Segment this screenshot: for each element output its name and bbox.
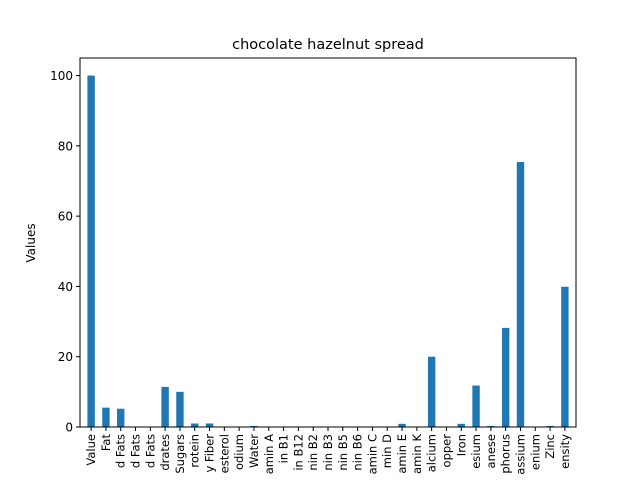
y-tick-label: 0 xyxy=(65,421,73,435)
x-ticks-group: Value Fat d Fats d Fats d Fats drates Sugars ro… xyxy=(84,427,572,475)
x-tick-label: assium xyxy=(513,434,527,475)
x-tick-label: amin C xyxy=(365,434,379,474)
bars-group xyxy=(87,75,569,427)
x-tick-label: in B1 xyxy=(277,434,291,463)
bar xyxy=(487,425,495,427)
bar xyxy=(117,408,125,427)
x-tick-label: d Fats xyxy=(129,434,143,468)
x-tick-label: rotein xyxy=(188,434,202,468)
bar xyxy=(561,286,569,427)
x-tick-label: anese xyxy=(484,434,498,468)
x-tick-label: in B12 xyxy=(291,434,305,471)
y-axis-label: Values xyxy=(24,223,38,262)
bar xyxy=(176,391,184,427)
bar xyxy=(191,423,199,427)
bar xyxy=(102,407,110,427)
x-tick-label: Fat xyxy=(99,434,113,452)
x-tick-label: Value xyxy=(84,434,98,466)
x-tick-label: d Fats xyxy=(143,434,157,468)
y-tick-label: 60 xyxy=(58,210,73,224)
x-tick-label: Iron xyxy=(454,434,468,456)
x-tick-label: amin K xyxy=(410,434,424,474)
x-tick-label: nin B5 xyxy=(336,434,350,471)
x-tick-label: ensity xyxy=(558,434,572,469)
bar xyxy=(398,423,406,427)
bar xyxy=(427,356,436,427)
x-tick-label: min D xyxy=(380,434,394,468)
bar xyxy=(501,327,510,427)
x-tick-label: nin B2 xyxy=(306,434,320,471)
y-tick-label: 40 xyxy=(58,280,73,294)
bar xyxy=(472,385,480,427)
x-tick-label: esterol xyxy=(217,434,231,473)
x-tick-label: Zinc xyxy=(543,434,557,459)
y-tick-label: 100 xyxy=(50,69,73,83)
x-tick-label: phorus xyxy=(499,434,513,474)
x-tick-label: amin A xyxy=(262,434,276,474)
bar xyxy=(250,425,258,427)
bar xyxy=(516,162,525,427)
x-tick-label: nin B6 xyxy=(351,434,365,471)
x-tick-label: d Fats xyxy=(114,434,128,468)
x-tick-label: Sugars xyxy=(173,434,187,474)
chart-title: chocolate hazelnut spread xyxy=(232,37,424,53)
x-tick-label: enium xyxy=(528,434,542,470)
x-tick-label: odium xyxy=(232,434,246,470)
x-tick-label: opper xyxy=(439,434,453,468)
x-tick-label: Water xyxy=(247,434,261,468)
bar xyxy=(457,423,465,427)
x-tick-label: y Fiber xyxy=(203,434,217,473)
x-tick-label: alcium xyxy=(425,434,439,472)
y-ticks-group: 0 20 40 60 80 100 xyxy=(50,69,80,435)
y-tick-label: 20 xyxy=(58,350,73,364)
x-tick-label: amin E xyxy=(395,434,409,474)
x-tick-label: drates xyxy=(158,434,172,471)
bar xyxy=(161,386,169,427)
bar xyxy=(87,75,95,427)
bar xyxy=(546,425,554,427)
bar xyxy=(205,423,214,427)
x-tick-label: esium xyxy=(469,434,483,469)
plot-frame xyxy=(79,57,577,428)
x-tick-label: nin B3 xyxy=(321,434,335,471)
y-tick-label: 80 xyxy=(58,139,73,153)
